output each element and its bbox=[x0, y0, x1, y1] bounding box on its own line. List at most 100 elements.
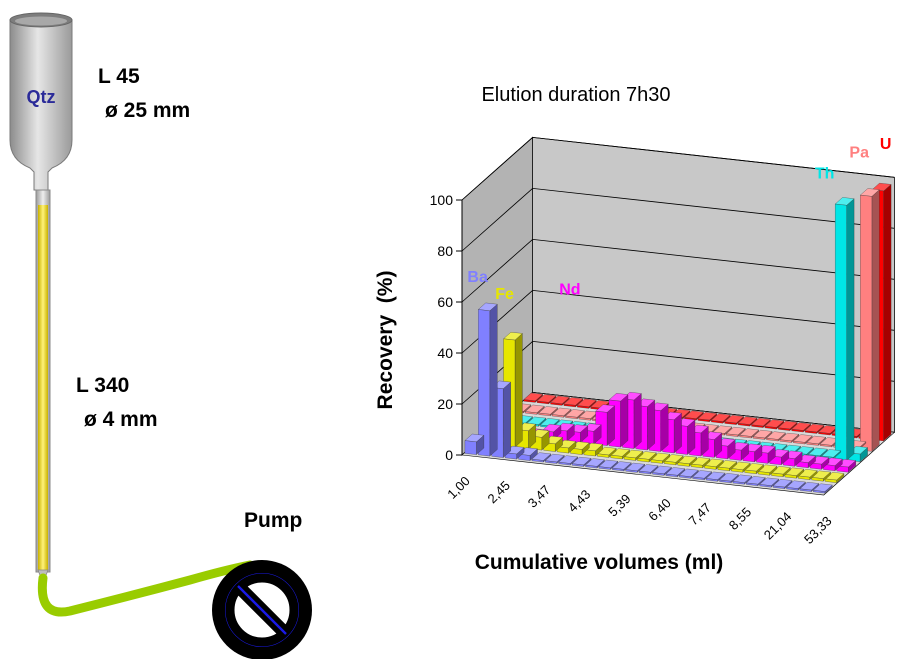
bar-Ba-1 bbox=[464, 433, 485, 455]
series-label-Pa: Pa bbox=[849, 145, 869, 162]
bar-Fe-19 bbox=[717, 460, 738, 472]
bar-Ba-20 bbox=[719, 473, 739, 484]
bar-front-face bbox=[793, 441, 806, 445]
bar-Fe-24 bbox=[784, 467, 805, 479]
bar-U-17 bbox=[737, 416, 758, 427]
bar-front-face bbox=[818, 432, 831, 436]
bar-Fe-14 bbox=[650, 452, 671, 464]
bar-Th-26 bbox=[834, 197, 855, 461]
bar-Ba-5 bbox=[518, 447, 538, 461]
bar-front-face bbox=[751, 424, 764, 428]
bar-U-18 bbox=[751, 418, 771, 428]
bar-front-face bbox=[739, 435, 752, 439]
bar-front-face bbox=[665, 473, 678, 477]
bar-side-face bbox=[647, 399, 655, 451]
x-tick-label: 53,33 bbox=[801, 513, 835, 547]
x-tick-label: 7,47 bbox=[686, 500, 715, 529]
bar-front-face bbox=[523, 399, 536, 403]
bar-U-16 bbox=[724, 415, 745, 425]
bar-Pa-22 bbox=[792, 434, 813, 445]
series-labels: Ba Fe Nd Th Pa U bbox=[467, 136, 891, 303]
bar-U-22 bbox=[804, 423, 825, 434]
bar-front-face bbox=[726, 433, 739, 437]
bar-Fe-7 bbox=[556, 439, 577, 454]
gridline bbox=[461, 238, 895, 303]
bar-front-face bbox=[565, 415, 578, 419]
bar-front-face bbox=[719, 479, 732, 483]
bar-front-face bbox=[860, 194, 873, 452]
y-tick-label: 80 bbox=[437, 243, 453, 259]
bar-front-face bbox=[531, 459, 544, 463]
bar-side-face bbox=[503, 381, 511, 458]
series-label-Ba: Ba bbox=[467, 269, 488, 286]
bar-Fe-11 bbox=[610, 448, 630, 460]
bar-Ba-23 bbox=[759, 477, 780, 488]
series-label-Nd: Nd bbox=[559, 281, 580, 298]
bar-front-face bbox=[697, 418, 710, 422]
bar-front-face bbox=[798, 475, 810, 480]
x-tick-label: 2,45 bbox=[485, 478, 514, 507]
x-tick-label: 6,40 bbox=[645, 495, 674, 524]
bar-side-face bbox=[660, 403, 669, 452]
reservoir-label: Qtz bbox=[27, 87, 56, 107]
bar-Fe-26 bbox=[811, 470, 831, 482]
bar-Ba-16 bbox=[665, 467, 686, 478]
x-tick-label: 4,43 bbox=[565, 487, 594, 516]
bar-front-face bbox=[786, 487, 799, 491]
bar-front-face bbox=[759, 484, 772, 488]
bar-front-face bbox=[464, 440, 477, 455]
bar-Ba-2 bbox=[477, 302, 498, 457]
bar-front-face bbox=[638, 470, 651, 475]
bar-Fe-18 bbox=[704, 458, 724, 470]
bar-side-face bbox=[633, 393, 642, 449]
bar-front-face bbox=[819, 443, 832, 448]
bar-front-face bbox=[597, 453, 609, 458]
bar-front-face bbox=[550, 402, 563, 406]
pump-icon bbox=[212, 560, 312, 659]
bar-front-face bbox=[824, 478, 837, 483]
bar-U-5 bbox=[576, 398, 597, 409]
y-tick-label: 100 bbox=[430, 192, 454, 208]
y-axis-ticks: 0 20 40 60 80 100 bbox=[430, 192, 463, 463]
bar-Ba-22 bbox=[745, 476, 766, 487]
bar-side-face bbox=[620, 394, 629, 448]
bar-front-face bbox=[746, 482, 758, 486]
bar-Ba-7 bbox=[544, 453, 565, 464]
bar-front-face bbox=[577, 405, 589, 409]
bar-U-2 bbox=[536, 394, 557, 405]
bar-front-face bbox=[478, 309, 490, 457]
bar-front-face bbox=[692, 476, 705, 480]
bar-Pa-27 bbox=[859, 188, 880, 452]
pump-label: Pump bbox=[244, 509, 302, 532]
bar-front-face bbox=[711, 420, 723, 424]
bar-front-face bbox=[551, 414, 564, 418]
bar-Ba-6 bbox=[531, 452, 552, 463]
bar-Fe-25 bbox=[797, 469, 818, 481]
bar-front-face bbox=[545, 460, 557, 464]
bar-front-face bbox=[737, 423, 750, 427]
bar-Fe-27 bbox=[824, 472, 845, 484]
bar-Pa-21 bbox=[779, 432, 800, 443]
y-axis-label: Recovery (%) bbox=[374, 271, 397, 410]
x-tick-label: 1,00 bbox=[444, 473, 473, 502]
reservoir-diameter-label: ø 25 mm bbox=[105, 99, 190, 122]
bar-Ba-11 bbox=[598, 459, 619, 470]
bar-front-face bbox=[778, 427, 790, 431]
bar-Pa-19 bbox=[752, 429, 773, 440]
column-diameter-label: ø 4 mm bbox=[84, 408, 158, 431]
bar-front-face bbox=[563, 403, 576, 408]
x-tick-label: 21,04 bbox=[761, 509, 795, 543]
bar-Ba-24 bbox=[772, 479, 793, 490]
bar-front-face bbox=[652, 472, 665, 476]
bar-Fe-12 bbox=[623, 449, 644, 461]
gridline bbox=[461, 136, 895, 201]
bar-Ba-27 bbox=[812, 483, 833, 494]
bar-front-face bbox=[732, 481, 745, 485]
x-axis-label: Cumulative volumes (ml) bbox=[475, 551, 724, 574]
bar-U-21 bbox=[791, 422, 812, 433]
bar-Ba-13 bbox=[625, 462, 646, 473]
series-label-U: U bbox=[880, 136, 892, 153]
bar-front-face bbox=[677, 462, 690, 467]
resin-bed bbox=[38, 205, 48, 570]
